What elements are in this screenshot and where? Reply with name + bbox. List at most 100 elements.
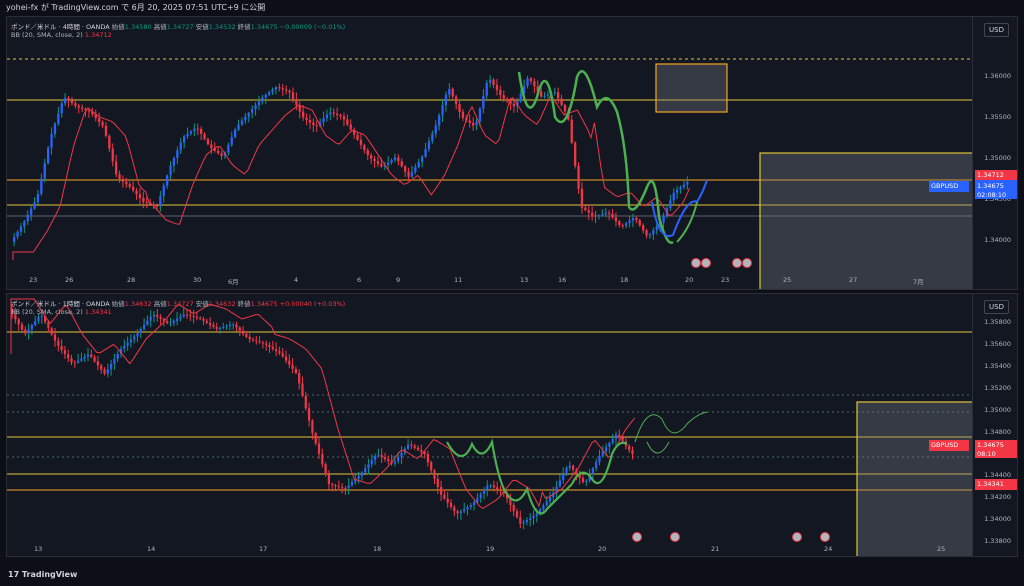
- bb-legend-1h[interactable]: BB (20, SMA, close, 2) 1.34341: [11, 308, 112, 316]
- candle: [542, 505, 545, 510]
- close-label: 終値: [237, 23, 251, 31]
- candle: [251, 339, 255, 341]
- price-label: 1.34500: [984, 195, 1011, 203]
- candle: [108, 135, 111, 149]
- wave-tail: [571, 441, 628, 485]
- candle: [101, 121, 104, 126]
- price-axis-4h[interactable]: USD 1.36000 1.35500 1.35000 1.34500 1.34…: [929, 17, 1017, 289]
- symbol-label[interactable]: ポンド／米ドル · 4時間 · OANDA: [11, 23, 110, 31]
- candle: [271, 347, 274, 350]
- candle: [77, 360, 80, 363]
- elliott-wave: [446, 438, 573, 515]
- price-label: 1.34000: [984, 515, 1011, 523]
- candle: [40, 315, 43, 317]
- price-label: 1.35000: [984, 406, 1011, 414]
- chart-1h-canvas[interactable]: [7, 294, 977, 556]
- bb-label: BB (20, SMA, close, 2): [11, 308, 83, 316]
- candle: [357, 475, 360, 479]
- candle: [512, 103, 516, 107]
- candle: [288, 90, 291, 93]
- candle: [565, 467, 568, 474]
- candle: [625, 223, 628, 226]
- candle: [220, 153, 223, 156]
- candle: [159, 195, 162, 207]
- candle: [540, 91, 543, 97]
- candle: [614, 217, 618, 222]
- chart-4h-canvas[interactable]: [7, 17, 977, 289]
- candle: [118, 174, 121, 180]
- candle: [608, 442, 611, 448]
- candle: [420, 449, 423, 452]
- candle: [512, 504, 515, 512]
- time-label: 25: [937, 545, 946, 553]
- candle: [400, 452, 403, 458]
- price-label: 1.34200: [984, 493, 1011, 501]
- currency-button[interactable]: USD: [984, 23, 1009, 37]
- candle: [200, 128, 203, 135]
- time-label: 14: [147, 545, 156, 553]
- candle: [199, 317, 202, 319]
- time-label: 6: [357, 276, 362, 284]
- tradingview-logo[interactable]: 17 TradingView: [8, 570, 77, 579]
- candle: [595, 462, 598, 469]
- candle: [312, 122, 315, 126]
- candle: [410, 172, 414, 177]
- candle: [350, 482, 354, 486]
- candle: [479, 493, 482, 498]
- candle: [132, 186, 135, 191]
- candle: [400, 161, 403, 167]
- high-label: 高値: [153, 23, 167, 31]
- candle: [448, 88, 451, 95]
- candle: [53, 123, 57, 134]
- event-flag-icon: [632, 532, 642, 542]
- candle: [235, 324, 238, 328]
- time-label: 4: [294, 276, 299, 284]
- currency-button[interactable]: USD: [984, 300, 1009, 314]
- candle: [515, 511, 519, 518]
- candle: [162, 318, 165, 321]
- candle: [363, 144, 366, 151]
- candle: [225, 325, 228, 327]
- candle: [451, 88, 454, 97]
- candle: [585, 480, 588, 483]
- low-value: 1.34632: [208, 300, 236, 308]
- candle: [466, 507, 469, 510]
- candle: [195, 316, 198, 318]
- price-label: 1.35200: [984, 384, 1011, 392]
- bb-legend-4h[interactable]: BB (20, SMA, close, 2) 1.34712: [11, 31, 112, 39]
- event-flag-icon: [742, 258, 752, 268]
- candle: [60, 345, 63, 351]
- candle: [482, 489, 486, 494]
- candle: [523, 86, 526, 94]
- chart-pane-1h[interactable]: ポンド／米ドル · 1時間 · OANDA 始値1.34632 高値1.3472…: [6, 293, 1018, 557]
- bar-timer: 08:10: [977, 450, 996, 458]
- candle: [11, 309, 14, 315]
- candle: [136, 333, 139, 337]
- candle: [407, 171, 410, 177]
- price-label: 1.34400: [984, 471, 1011, 479]
- candle: [376, 161, 380, 164]
- candle: [128, 184, 131, 187]
- candle: [621, 437, 624, 442]
- candle: [618, 434, 621, 438]
- bb-basis-line: [10, 298, 636, 509]
- legend-4h: ポンド／米ドル · 4時間 · OANDA 始値1.34580 高値1.3472…: [11, 21, 345, 31]
- time-label: 21: [711, 545, 720, 553]
- change-value: −0.00009 (−0.01%): [279, 23, 346, 31]
- candle: [202, 318, 205, 321]
- time-label: 23: [29, 276, 38, 284]
- candle: [146, 320, 149, 325]
- candle: [162, 185, 165, 196]
- candle: [57, 340, 60, 346]
- candle: [294, 368, 297, 374]
- candle: [532, 515, 535, 518]
- price-axis-1h[interactable]: USD 1.35800 1.35600 1.35400 1.35200 1.35…: [929, 294, 1017, 556]
- projection-wave: [634, 411, 708, 443]
- candle: [628, 445, 631, 450]
- candle: [217, 150, 220, 154]
- candle: [232, 324, 235, 326]
- chart-pane-4h[interactable]: ポンド／米ドル · 4時間 · OANDA 始値1.34580 高値1.3472…: [6, 16, 1018, 290]
- candle: [608, 212, 611, 214]
- candle: [506, 493, 509, 499]
- symbol-label[interactable]: ポンド／米ドル · 1時間 · OANDA: [11, 300, 110, 308]
